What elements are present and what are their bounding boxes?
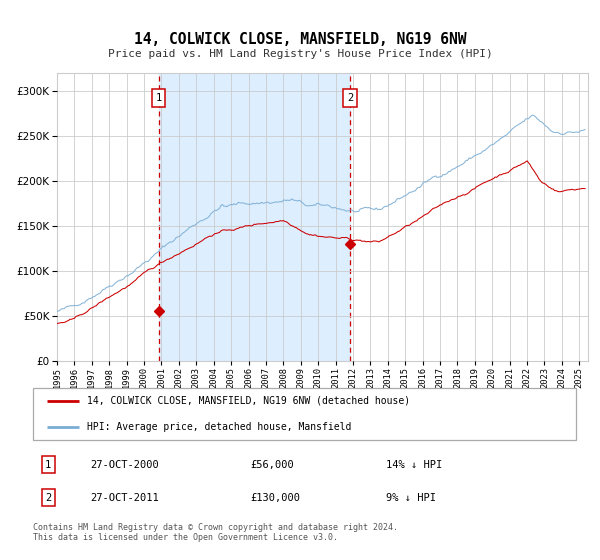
Text: 2: 2 [45,493,51,503]
Bar [158,73,350,361]
Text: 9% ↓ HPI: 9% ↓ HPI [386,493,436,503]
Text: £56,000: £56,000 [250,460,294,469]
Text: 27-OCT-2011: 27-OCT-2011 [90,493,159,503]
Text: 27-OCT-2000: 27-OCT-2000 [90,460,159,469]
Text: 14, COLWICK CLOSE, MANSFIELD, NG19 6NW: 14, COLWICK CLOSE, MANSFIELD, NG19 6NW [134,32,466,48]
Text: £130,000: £130,000 [250,493,300,503]
Text: 2: 2 [347,93,353,103]
Text: 1: 1 [45,460,51,469]
Text: Price paid vs. HM Land Registry's House Price Index (HPI): Price paid vs. HM Land Registry's House … [107,49,493,59]
Text: HPI: Average price, detached house, Mansfield: HPI: Average price, detached house, Mans… [88,422,352,432]
Text: 14, COLWICK CLOSE, MANSFIELD, NG19 6NW (detached house): 14, COLWICK CLOSE, MANSFIELD, NG19 6NW (… [88,396,410,406]
FancyBboxPatch shape [33,388,576,440]
Text: Contains HM Land Registry data © Crown copyright and database right 2024.
This d: Contains HM Land Registry data © Crown c… [33,522,398,542]
Text: 14% ↓ HPI: 14% ↓ HPI [386,460,442,469]
Text: 1: 1 [155,93,161,103]
